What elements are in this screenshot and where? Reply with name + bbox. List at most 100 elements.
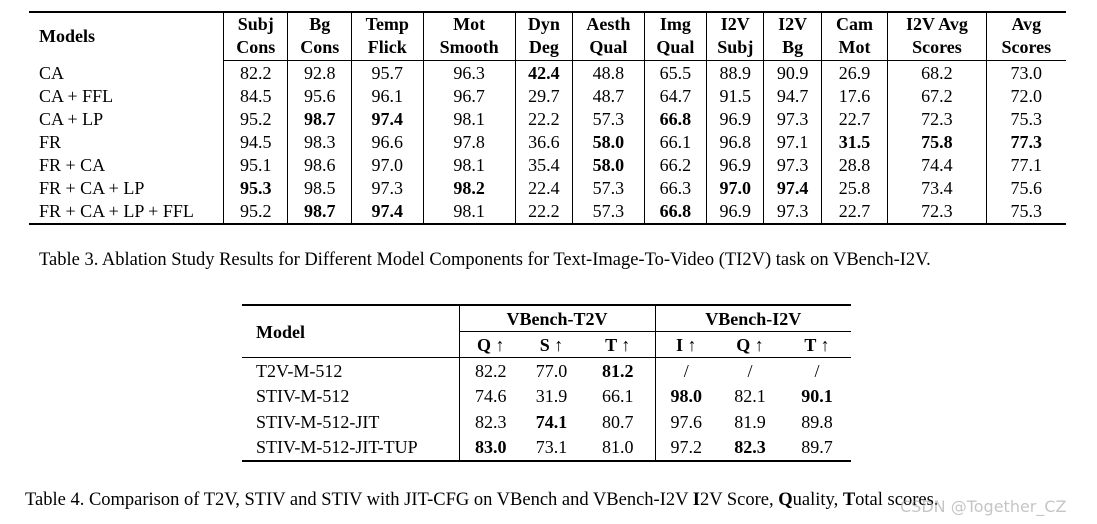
- table-4-subheader: I ↑: [654, 331, 718, 358]
- table-3-header: Bg: [287, 12, 352, 36]
- table-3-header: Cons: [287, 36, 352, 61]
- table-cell: 88.9: [706, 60, 764, 85]
- table-cell: 68.2: [887, 60, 987, 85]
- table-4-body: T2V-M-512 82.2 77.0 81.2// / STIV-M-512 74.6 31…: [242, 357, 852, 461]
- table-cell: 66.8: [643, 108, 707, 131]
- table-cell: 31.5: [820, 131, 888, 154]
- table-cell: /: [783, 357, 852, 384]
- table-cell: 94.7: [763, 85, 822, 108]
- table-cell: 90.9: [763, 60, 822, 85]
- table-3-body: CA 82.2 92.8 95.7 96.3 42.4 48.8 65.5 88.9 90.9 26…: [29, 60, 1066, 224]
- table-cell: 67.2: [887, 85, 987, 108]
- table-cell: 48.8: [572, 60, 645, 85]
- table-3-caption: Table 3. Ablation Study Results for Diff…: [39, 250, 931, 270]
- table-cell: 98.5: [287, 177, 352, 200]
- caption-bold-letter: Q: [778, 490, 793, 510]
- table-cell: 66.2: [643, 154, 707, 177]
- table-cell: 73.1: [535, 437, 568, 458]
- table-3-header: Aesth: [572, 12, 645, 36]
- table-cell: 95.1: [222, 154, 288, 177]
- table-3-header: Flick: [350, 36, 424, 61]
- table-cell: 72.3: [887, 200, 987, 224]
- table-cell: 73.4: [887, 177, 987, 200]
- table-cell: 81.9: [734, 411, 766, 432]
- table-4-row: STIV-M-512-JIT 82.3 74.1 80.7 97.6 81.9 89.8: [242, 409, 851, 435]
- model-name: FR: [39, 132, 62, 152]
- table-cell: 28.8: [820, 154, 888, 177]
- table-cell: 90.1: [801, 386, 833, 407]
- table-cell: 97.3: [350, 177, 424, 200]
- table-cell: 97.8: [422, 131, 516, 154]
- table-cell: 96.6: [350, 131, 424, 154]
- table-3-header: Subj: [706, 36, 764, 61]
- table-cell: 75.3: [985, 200, 1066, 224]
- table-cell: 22.2: [514, 200, 573, 224]
- table-cell: 98.2: [422, 177, 516, 200]
- table-cell: 96.9: [706, 108, 764, 131]
- table-cell: 66.8: [643, 200, 707, 224]
- table-cell: 82.3: [734, 437, 766, 458]
- table-3-header-row-2: Cons Cons Flick Smooth Deg Qual Qual Sub…: [29, 36, 1066, 61]
- table-cell: 22.7: [820, 108, 888, 131]
- table-cell: 22.2: [514, 108, 573, 131]
- table-cell: 25.8: [820, 177, 888, 200]
- table-cell: 77.3: [985, 131, 1066, 154]
- table-cell: 95.2: [222, 108, 288, 131]
- table-3-row: CA + FFL 84.5 95.6 96.1 96.7 29.7 48.7 64.7 91.5…: [29, 85, 1066, 108]
- table-3-header: Mot: [820, 36, 888, 61]
- table-cell: 95.7: [350, 60, 424, 85]
- table-4: Model VBench-T2V VBench-I2V Q ↑ S ↑ T ↑ …: [242, 304, 852, 462]
- table-3-header: Avg: [985, 12, 1066, 36]
- table-cell: 80.7: [602, 411, 634, 432]
- model-name: FR + CA + LP + FFL: [39, 201, 194, 221]
- table-4-row: STIV-M-512 74.6 31.9 66.1 98.0 82.1 90.1: [242, 383, 851, 409]
- table-cell: 22.7: [820, 200, 888, 224]
- table-cell: 98.1: [422, 200, 516, 224]
- caption-text: otal scores.: [855, 490, 939, 510]
- table-3-header: Subj: [222, 12, 288, 36]
- table-cell: 58.0: [572, 131, 645, 154]
- table-cell: 97.3: [763, 154, 822, 177]
- table-cell: 82.2: [222, 60, 288, 85]
- table-4-subheader: Q ↑: [717, 331, 784, 358]
- model-name: STIV-M-512-JIT-TUP: [256, 437, 418, 458]
- table-cell: 95.3: [222, 177, 288, 200]
- table-3-row: FR + CA + LP + FFL 95.2 98.7 97.4 98.1 22.2 57…: [29, 200, 1066, 224]
- table-3-header: Img: [643, 12, 707, 36]
- table-4-subheader: S ↑: [522, 331, 581, 358]
- table-cell: 96.3: [422, 60, 516, 85]
- table-cell: 98.6: [287, 154, 352, 177]
- table-cell: 74.6: [458, 383, 522, 409]
- table-3-header-row-1: Models Subj Bg Temp Mot Dyn Aesth Img I2…: [29, 12, 1066, 46]
- table-3-header: Smooth: [422, 36, 516, 61]
- table-cell: 97.2: [654, 434, 718, 461]
- table-4-row: STIV-M-512-JIT-TUP 83.0 73.1 81.0 97.2 82.3 89…: [242, 434, 851, 461]
- table-cell: 65.5: [643, 60, 707, 85]
- table-cell: 75.6: [985, 177, 1066, 200]
- table-3-row: CA + LP 95.2 98.7 97.4 98.1 22.2 57.3 66.8 96.9 9…: [29, 108, 1066, 131]
- table-3-header: I2V: [763, 12, 822, 36]
- table-cell: 97.3: [763, 200, 822, 224]
- model-name: STIV-M-512-JIT: [256, 411, 380, 432]
- table-cell: 95.2: [222, 200, 288, 224]
- table-cell: 66.3: [643, 177, 707, 200]
- table-cell: 31.9: [535, 386, 568, 407]
- model-name: FR + CA + LP: [39, 178, 145, 198]
- table-cell: 84.5: [222, 85, 288, 108]
- table-4-caption: Table 4. Comparison of T2V, STIV and STI…: [25, 489, 938, 511]
- table-3: Models Subj Bg Temp Mot Dyn Aesth Img I2…: [29, 11, 1066, 225]
- table-cell: 96.8: [706, 131, 764, 154]
- table-cell: 94.5: [222, 131, 288, 154]
- table-3-header: I2V: [706, 12, 764, 36]
- table-3-header: Dyn: [514, 12, 573, 36]
- table-cell: 96.9: [706, 200, 764, 224]
- table-cell: 96.1: [350, 85, 424, 108]
- model-name: CA + LP: [39, 109, 104, 129]
- table-cell: 57.3: [572, 177, 645, 200]
- table-cell: 74.4: [887, 154, 987, 177]
- table-cell: 72.0: [985, 85, 1066, 108]
- table-cell: /: [654, 357, 718, 384]
- watermark: CSDN @Together_CZ: [900, 497, 1067, 516]
- table-cell: 66.1: [643, 131, 707, 154]
- table-3-header: I2V Avg: [887, 12, 987, 36]
